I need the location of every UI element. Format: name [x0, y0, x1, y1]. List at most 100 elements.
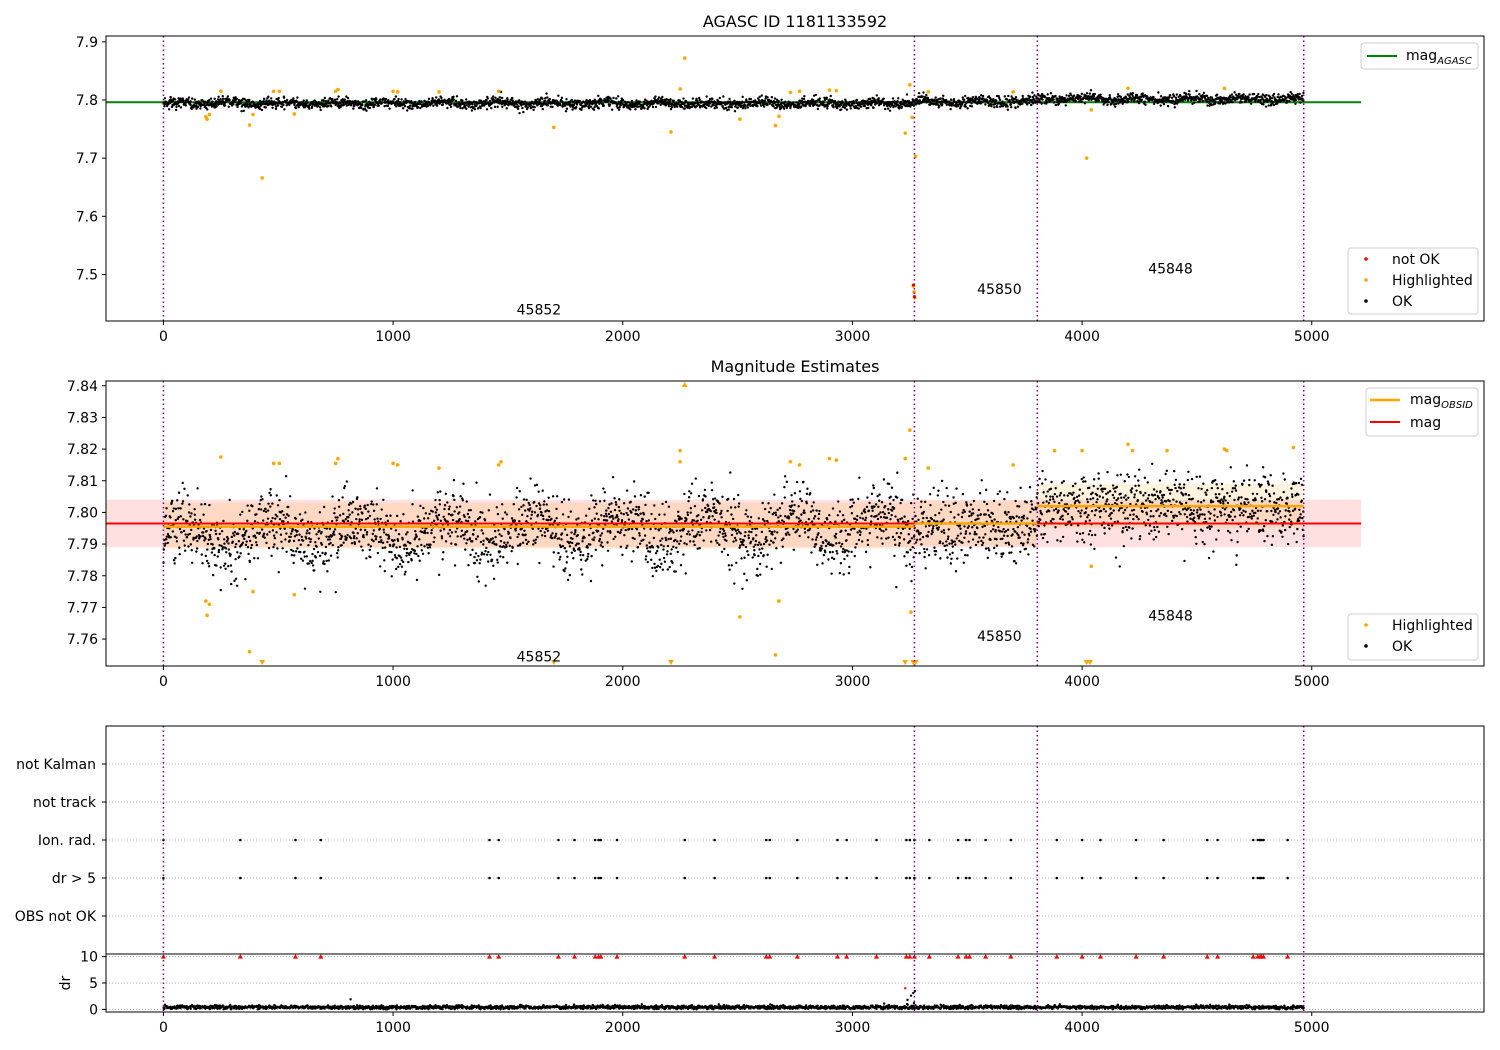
ok-point: [816, 563, 819, 566]
ok-point: [295, 100, 299, 103]
ok-point: [188, 503, 191, 506]
ok-point: [505, 513, 509, 516]
ok-point: [783, 485, 786, 489]
ok-point: [180, 530, 183, 534]
ok-point: [234, 545, 237, 549]
ok-point: [662, 548, 665, 551]
ok-point: [632, 508, 635, 511]
ok-point: [534, 541, 537, 545]
ok-point: [474, 552, 478, 555]
ok-point: [559, 103, 562, 107]
ok-point: [604, 512, 608, 516]
ok-point: [1114, 105, 1117, 108]
ok-point: [539, 504, 542, 507]
ok-point: [700, 509, 704, 512]
ok-point: [206, 108, 209, 111]
ok-point: [360, 518, 364, 522]
ok-point: [224, 567, 227, 570]
ok-point: [817, 517, 820, 520]
ok-point: [761, 501, 764, 505]
ok-point: [727, 108, 731, 111]
ok-point: [214, 532, 218, 536]
ok-point: [644, 555, 648, 558]
ok-point: [792, 510, 796, 513]
ok-point: [926, 96, 930, 100]
ok-point: [582, 528, 586, 532]
ok-point: [773, 537, 777, 540]
ok-point: [169, 95, 172, 99]
ok-point: [1080, 92, 1084, 96]
ok-point: [688, 540, 692, 543]
ok-point: [376, 517, 379, 520]
ok-point: [1133, 100, 1136, 103]
ok-point: [342, 520, 346, 523]
ok-point: [318, 529, 321, 532]
ok-point: [246, 545, 250, 549]
ok-point: [303, 106, 307, 109]
ok-point: [393, 538, 396, 542]
ok-point: [506, 541, 509, 544]
ok-point: [499, 99, 502, 103]
ok-point: [292, 561, 295, 565]
ok-point: [530, 510, 534, 513]
highlighted-point: [219, 89, 223, 94]
ok-point: [563, 528, 567, 531]
ok-point: [466, 519, 470, 523]
ok-point: [478, 101, 481, 105]
ok-point: [747, 553, 750, 557]
highlighted-point: [552, 125, 556, 130]
ok-point: [752, 545, 756, 548]
ok-point: [654, 105, 658, 109]
ok-point: [547, 519, 550, 522]
ok-point: [789, 106, 792, 110]
ok-point: [777, 516, 780, 519]
ok-point: [506, 98, 509, 101]
ok-point: [594, 499, 597, 503]
ok-point: [426, 531, 429, 535]
highlighted-point: [336, 87, 340, 92]
ok-point: [447, 512, 451, 516]
ok-point: [922, 91, 925, 94]
ok-point: [805, 492, 809, 496]
ok-point: [647, 519, 651, 522]
ok-point: [659, 539, 662, 542]
ok-point: [260, 495, 263, 498]
ok-point: [779, 561, 783, 565]
ok-point: [478, 516, 482, 519]
ok-point: [406, 531, 409, 534]
ok-point: [724, 534, 727, 538]
ok-point: [395, 557, 399, 560]
ok-point: [319, 108, 322, 112]
ok-point: [270, 520, 273, 523]
ok-point: [324, 551, 327, 555]
ok-point: [178, 527, 182, 531]
ok-point: [993, 106, 996, 109]
ok-point: [439, 519, 443, 523]
highlighted-point: [271, 89, 276, 94]
ok-point: [816, 107, 820, 111]
ok-point: [205, 559, 209, 563]
ok-point: [754, 543, 757, 547]
ok-point: [1049, 91, 1053, 95]
ok-point: [746, 550, 749, 553]
ok-point: [771, 533, 774, 536]
ok-point: [695, 99, 699, 102]
ok-point: [300, 535, 304, 539]
ok-point: [367, 543, 370, 546]
ok-point: [358, 518, 361, 521]
ok-point: [515, 496, 518, 499]
ok-point: [186, 98, 190, 101]
ok-point: [163, 97, 167, 100]
ok-point: [775, 547, 778, 550]
ok-point: [482, 553, 486, 556]
ok-point: [317, 104, 320, 108]
ok-point: [259, 508, 263, 511]
ok-point: [213, 547, 216, 550]
ok-point: [748, 519, 751, 523]
ok-point: [614, 501, 618, 504]
ok-point: [377, 540, 381, 544]
ok-point: [743, 101, 746, 104]
ok-point: [510, 517, 514, 520]
ok-point: [354, 507, 357, 510]
